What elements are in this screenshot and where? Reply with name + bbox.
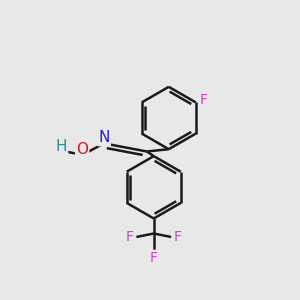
Text: F: F	[200, 93, 208, 107]
Text: F: F	[125, 230, 134, 244]
Text: N: N	[98, 130, 110, 145]
Text: F: F	[174, 230, 182, 244]
Text: F: F	[150, 251, 158, 265]
Text: O: O	[76, 142, 88, 157]
Text: H: H	[56, 140, 67, 154]
